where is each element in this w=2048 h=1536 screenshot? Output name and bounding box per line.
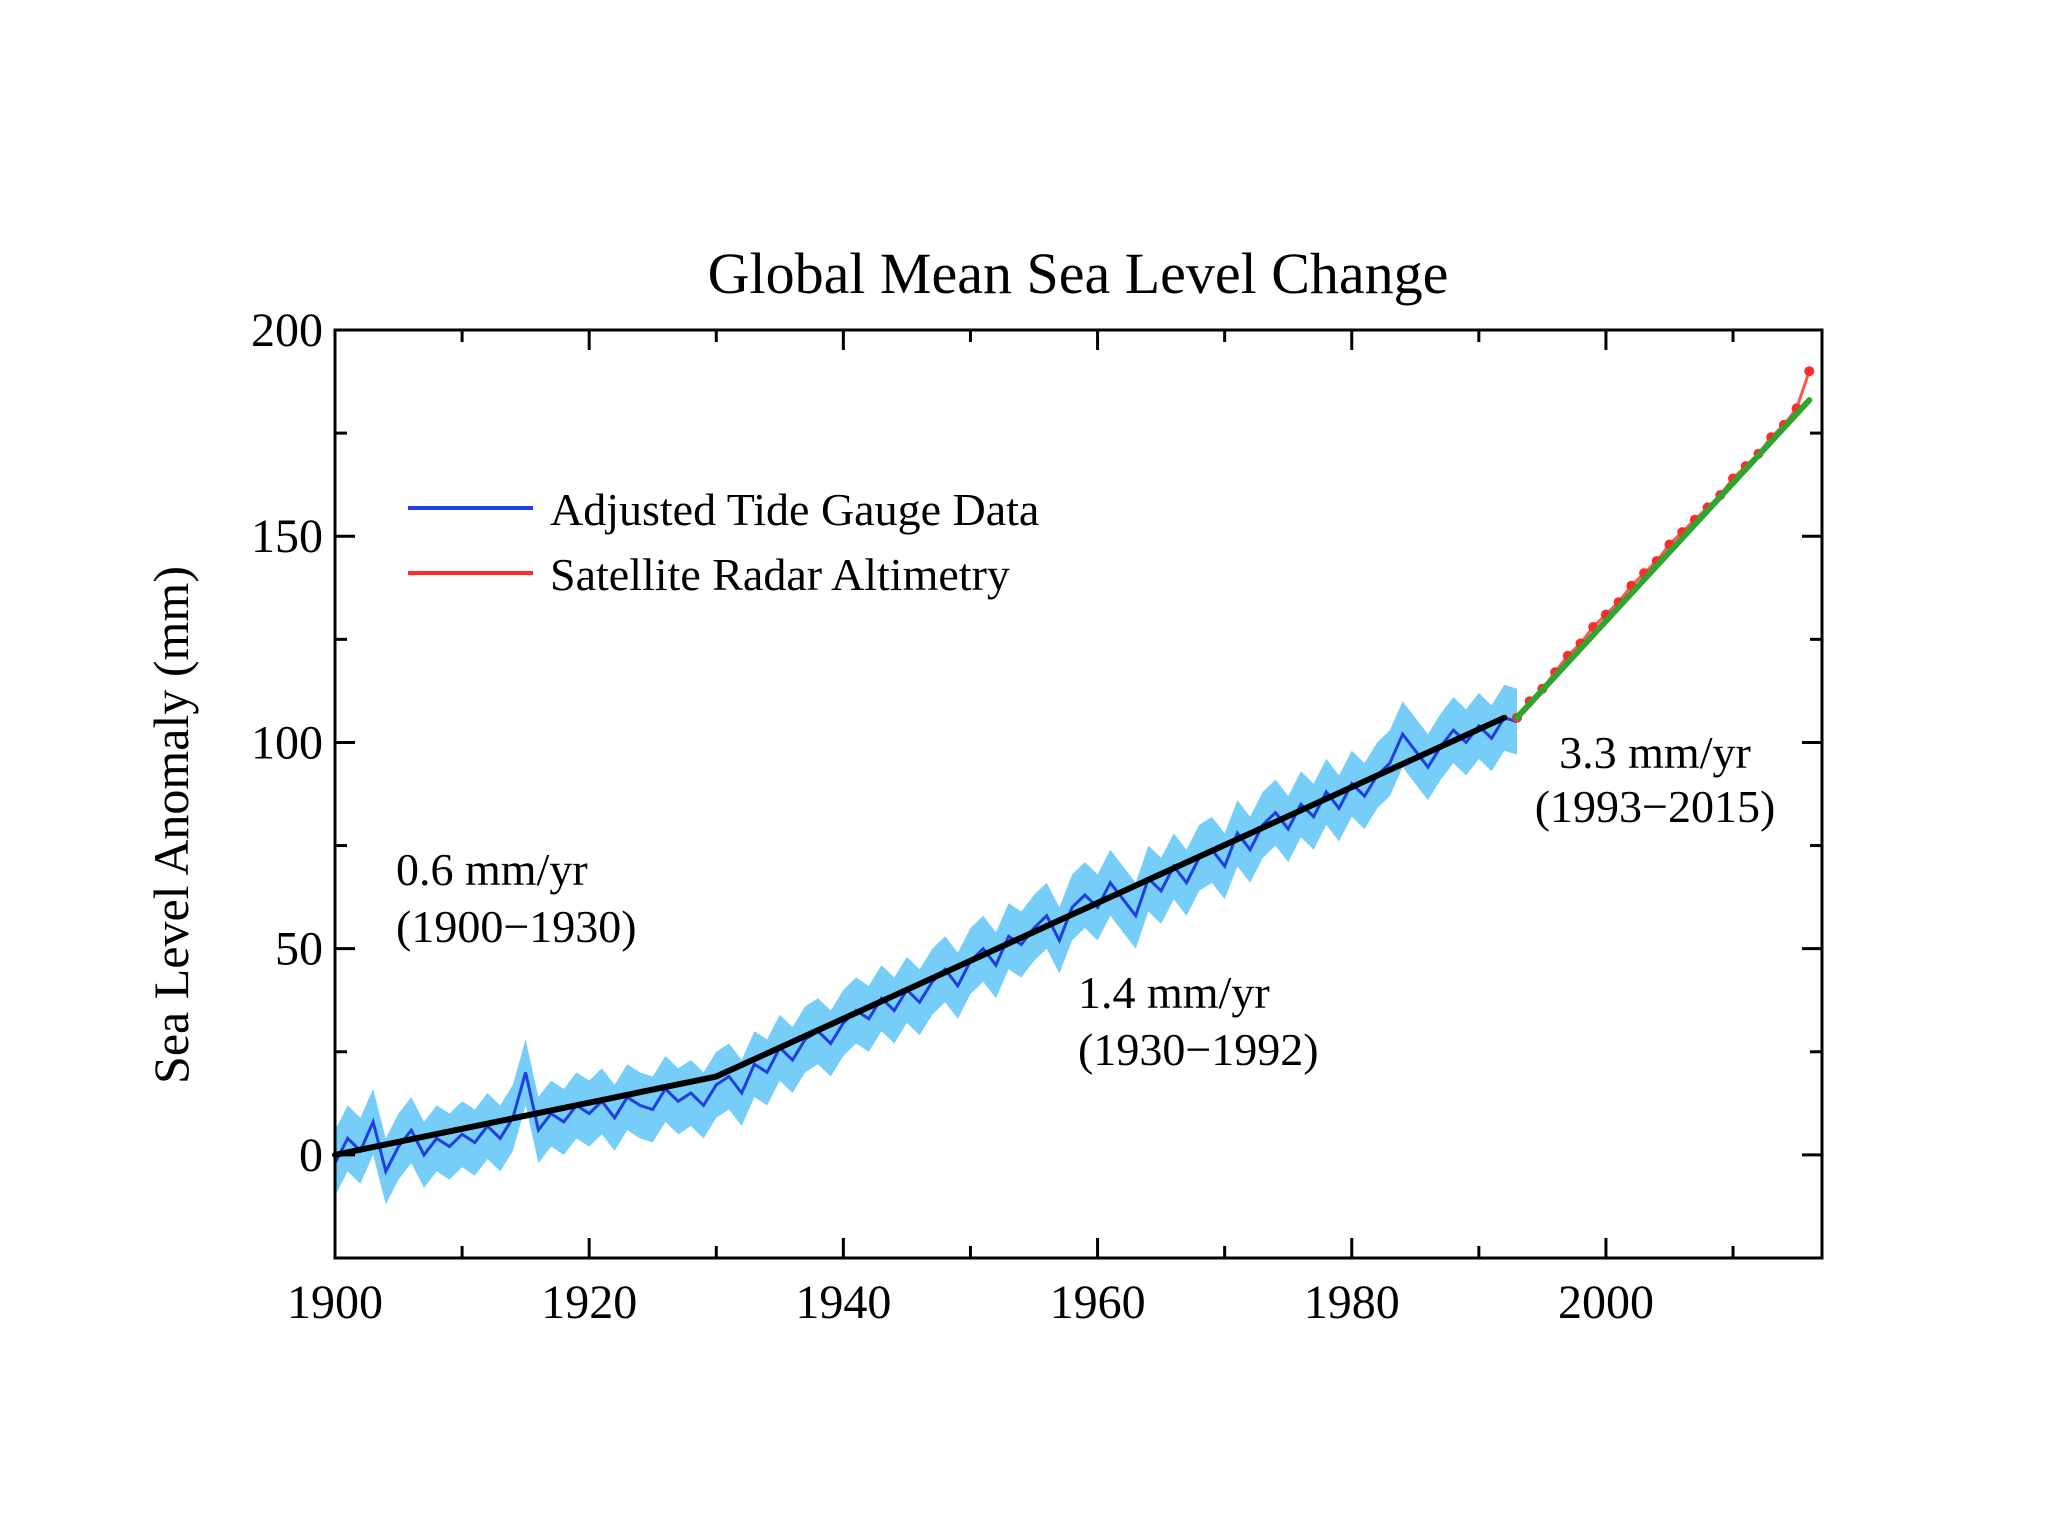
y-tick-label: 0 [299,1129,323,1182]
trend-line-1930-1992 [713,714,1508,1080]
legend-label-satellite: Satellite Radar Altimetry [550,549,1010,600]
x-tick-label: 1960 [1050,1276,1146,1329]
x-tick-label: 1900 [287,1276,383,1329]
legend: Adjusted Tide Gauge Data Satellite Radar… [408,484,1039,600]
annotation-period-1930-1992: (1930−1992) [1078,1024,1319,1075]
annotation-rate-1993-2015: 3.3 mm/yr [1559,727,1751,778]
y-axis-label: Sea Level Anomaly (mm) [143,566,199,1084]
tide-gauge-uncertainty-band [335,684,1517,1205]
axis-ticks: 1900 1920 1940 1960 1980 2000 0 50 100 150 200 [251,304,1822,1329]
annotation-rate-1900-1930: 0.6 mm/yr [396,844,588,895]
legend-label-tide-gauge: Adjusted Tide Gauge Data [550,484,1039,535]
y-tick-label: 100 [251,716,323,769]
plot-frame [333,328,1824,1260]
trend-annotations: 0.6 mm/yr (1900−1930) 1.4 mm/yr (1930−19… [396,727,1775,1075]
x-tick-label: 1980 [1304,1276,1400,1329]
x-tick-label: 1940 [795,1276,891,1329]
annotation-period-1993-2015: (1993−2015) [1535,781,1776,832]
y-tick-label: 150 [251,510,323,563]
chart-title: Global Mean Sea Level Change [708,241,1449,306]
y-tick-label: 50 [275,923,323,976]
annotation-period-1900-1930: (1900−1930) [396,901,637,952]
plot-area: 1900 1920 1940 1960 1980 2000 0 50 100 150 200 [251,304,1824,1329]
trend-line-1993-2015 [1513,397,1813,721]
y-tick-label: 200 [251,304,323,357]
x-tick-label: 1920 [541,1276,637,1329]
x-tick-label: 2000 [1558,1276,1654,1329]
trend-line-1900-1930 [332,1073,720,1158]
annotation-rate-1930-1992: 1.4 mm/yr [1078,967,1270,1018]
